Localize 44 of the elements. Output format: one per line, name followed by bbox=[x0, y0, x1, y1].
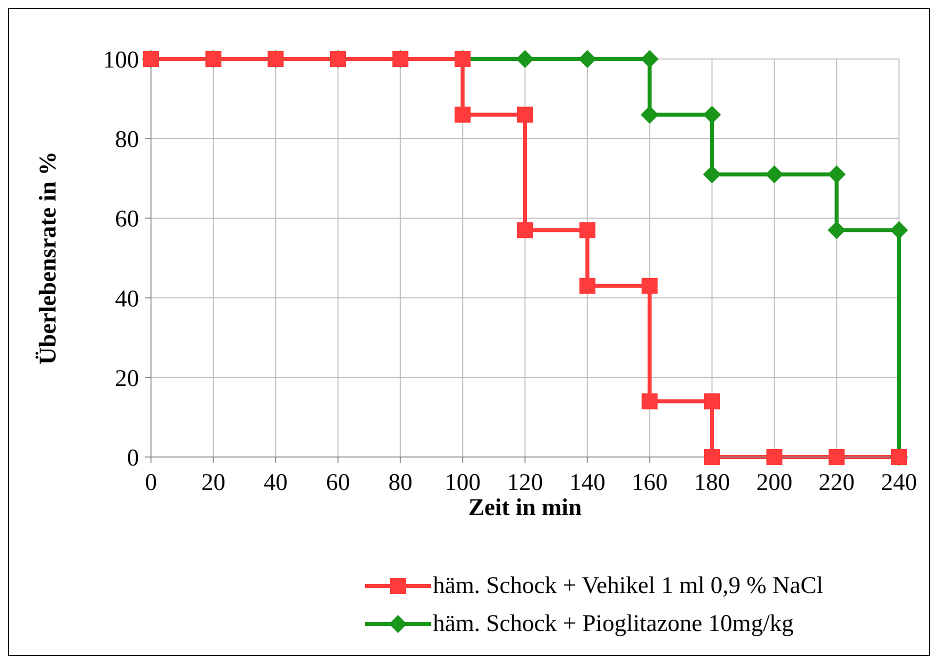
x-tick-label: 160 bbox=[632, 470, 668, 496]
legend-label: häm. Schock + Vehikel 1 ml 0,9 % NaCl bbox=[432, 572, 824, 600]
point bbox=[579, 278, 596, 294]
point bbox=[517, 106, 533, 123]
y-tick-label: 40 bbox=[115, 286, 139, 312]
x-tick-label: 20 bbox=[201, 470, 226, 496]
point bbox=[704, 449, 720, 465]
x-tick-label: 200 bbox=[756, 470, 792, 496]
x-tick-label: 0 bbox=[145, 470, 157, 496]
y-tick-label: 80 bbox=[115, 127, 139, 154]
point bbox=[516, 50, 534, 68]
point bbox=[704, 393, 720, 410]
x-tick-label: 180 bbox=[694, 470, 730, 496]
point bbox=[579, 222, 596, 238]
y-tick-label: 100 bbox=[103, 48, 139, 74]
point bbox=[640, 106, 659, 124]
point bbox=[890, 221, 908, 240]
x-tick-label: 100 bbox=[444, 470, 481, 496]
point bbox=[766, 449, 782, 465]
x-tick-label: 120 bbox=[507, 470, 543, 496]
point bbox=[642, 393, 658, 410]
x-axis-title: Zeit in min bbox=[468, 495, 582, 521]
point bbox=[765, 165, 784, 184]
x-tick-label: 240 bbox=[881, 470, 917, 496]
point bbox=[703, 106, 721, 124]
y-tick-label: 60 bbox=[115, 206, 139, 233]
point bbox=[640, 50, 659, 68]
x-tick-label: 40 bbox=[264, 470, 288, 496]
point bbox=[642, 278, 658, 294]
x-tick-label: 220 bbox=[818, 470, 855, 496]
x-tick-label: 60 bbox=[326, 470, 350, 496]
y-tick-label: 20 bbox=[115, 366, 139, 392]
point bbox=[828, 221, 846, 240]
point bbox=[578, 50, 596, 68]
point bbox=[828, 165, 846, 184]
y-tick-label: 0 bbox=[127, 446, 139, 472]
point bbox=[517, 222, 533, 238]
x-tick-label: 140 bbox=[569, 470, 606, 496]
legend-label: häm. Schock + Pioglitazone 10mg/kg bbox=[432, 610, 794, 638]
point bbox=[828, 449, 845, 465]
y-axis-title: Überlebensrate in % bbox=[36, 151, 62, 365]
point bbox=[454, 106, 471, 123]
x-tick-label: 80 bbox=[388, 470, 412, 496]
point bbox=[703, 165, 721, 184]
